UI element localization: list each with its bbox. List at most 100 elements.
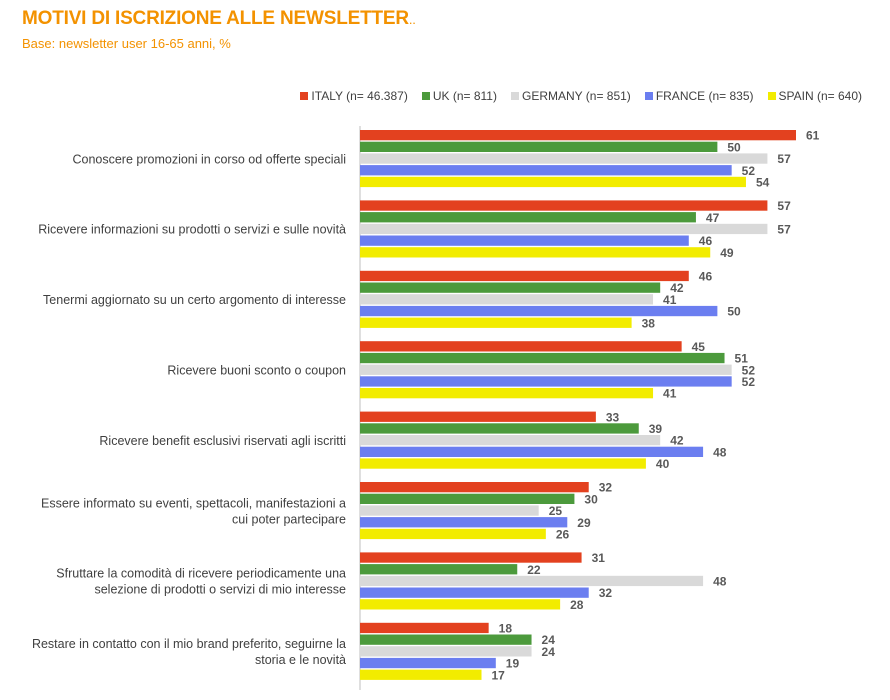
data-label-4-4: 40 xyxy=(656,457,670,471)
chart-title: MOTIVI DI ISCRIZIONE ALLE NEWSLETTER.. xyxy=(22,8,416,30)
bar-5-4 xyxy=(360,528,546,540)
category-label-line: Ricevere informazioni su prodotti o serv… xyxy=(38,223,346,237)
category-label-3: Ricevere buoni sconto o coupon xyxy=(167,363,346,377)
bar-5-3 xyxy=(360,517,568,528)
data-label-5-4: 26 xyxy=(556,527,570,541)
bar-6-3 xyxy=(360,587,589,598)
data-label-5-1: 30 xyxy=(584,492,598,506)
data-label-3-3: 52 xyxy=(742,375,756,389)
bar-5-0 xyxy=(360,482,589,493)
data-label-7-0: 18 xyxy=(499,621,513,635)
bar-6-0 xyxy=(360,552,582,563)
bar-0-2 xyxy=(360,153,768,164)
bar-7-3 xyxy=(360,657,496,669)
category-label-line: Ricevere benefit esclusivi riservati agl… xyxy=(99,434,346,448)
legend-item-0: ITALY (n= 46.387) xyxy=(300,89,408,103)
bar-5-1 xyxy=(360,493,575,504)
bar-0-4 xyxy=(360,176,746,188)
category-label-line: Tenermi aggiornato su un certo argomento… xyxy=(43,293,346,307)
data-label-5-2: 25 xyxy=(549,504,563,518)
category-label-line: storia e le novità xyxy=(255,653,346,667)
legend-item-4: SPAIN (n= 640) xyxy=(767,89,862,103)
chart-subtitle: Base: newsletter user 16-65 anni, % xyxy=(22,36,231,51)
data-label-3-4: 41 xyxy=(663,387,677,401)
bar-7-2 xyxy=(360,646,532,657)
category-label-line: Sfruttare la comodità di ricevere period… xyxy=(56,567,346,581)
bar-0-0 xyxy=(360,130,796,141)
legend-label: ITALY (n= 46.387) xyxy=(311,89,408,103)
category-label-line: Conoscere promozioni in corso od offerte… xyxy=(72,152,346,166)
data-label-2-0: 46 xyxy=(699,269,713,283)
data-label-1-2: 57 xyxy=(777,222,791,236)
data-label-3-1: 51 xyxy=(735,352,749,366)
data-label-7-3: 19 xyxy=(506,657,520,671)
bar-1-3 xyxy=(360,235,689,246)
category-label-line: cui poter partecipare xyxy=(232,512,346,526)
legend-label: GERMANY (n= 851) xyxy=(521,89,631,103)
data-label-4-0: 33 xyxy=(606,410,620,424)
category-label-line: Essere informato su eventi, spettacoli, … xyxy=(41,496,346,510)
legend-swatch xyxy=(510,92,519,100)
bar-4-3 xyxy=(360,446,704,457)
bar-4-0 xyxy=(360,411,596,422)
legend-label: SPAIN (n= 640) xyxy=(778,89,862,103)
data-label-2-3: 50 xyxy=(727,305,741,319)
data-label-6-3: 32 xyxy=(599,586,613,600)
legend-swatch xyxy=(644,92,653,100)
data-label-0-0: 61 xyxy=(806,129,820,143)
data-label-6-2: 48 xyxy=(713,574,727,588)
data-label-7-4: 17 xyxy=(492,668,506,682)
data-label-4-1: 39 xyxy=(649,422,663,436)
data-label-3-2: 52 xyxy=(742,363,756,377)
bar-3-3 xyxy=(360,376,732,387)
category-label-0: Conoscere promozioni in corso od offerte… xyxy=(72,152,346,166)
data-label-6-4: 28 xyxy=(570,598,584,612)
data-label-7-1: 24 xyxy=(542,633,556,647)
bar-2-2 xyxy=(360,294,654,305)
chart-title-text: MOTIVI DI ISCRIZIONE ALLE NEWSLETTER xyxy=(22,8,409,29)
bar-4-1 xyxy=(360,423,639,434)
category-label-4: Ricevere benefit esclusivi riservati agl… xyxy=(99,434,346,448)
data-label-1-0: 57 xyxy=(777,199,791,213)
data-label-2-1: 42 xyxy=(670,281,684,295)
data-label-4-2: 42 xyxy=(670,434,684,448)
data-label-0-3: 52 xyxy=(742,164,756,178)
category-label-2: Tenermi aggiornato su un certo argomento… xyxy=(43,293,346,307)
bar-1-2 xyxy=(360,223,768,235)
chart-legend: ITALY (n= 46.387) UK (n= 811) GERMANY (n= … xyxy=(300,89,862,103)
data-label-1-1: 47 xyxy=(706,211,720,225)
bar-1-1 xyxy=(360,212,696,223)
bar-7-1 xyxy=(360,634,532,645)
data-label-1-3: 46 xyxy=(699,234,713,248)
category-label-line: Restare in contatto con il mio brand pre… xyxy=(32,637,346,651)
bar-4-4 xyxy=(360,458,646,469)
data-label-1-4: 49 xyxy=(720,246,734,260)
bar-6-2 xyxy=(360,575,704,587)
bar-1-4 xyxy=(360,247,711,258)
data-label-7-2: 24 xyxy=(542,645,556,659)
data-label-2-2: 41 xyxy=(663,293,677,307)
legend-item-1: UK (n= 811) xyxy=(421,89,497,103)
category-label-6: Sfruttare la comodità di ricevere period… xyxy=(56,567,346,597)
chart-title-suffix: .. xyxy=(408,12,416,27)
bar-2-1 xyxy=(360,282,661,293)
bar-2-3 xyxy=(360,305,718,317)
category-label-line: Ricevere buoni sconto o coupon xyxy=(167,363,346,377)
data-label-6-0: 31 xyxy=(592,551,606,565)
legend-swatch xyxy=(300,92,309,100)
bar-0-1 xyxy=(360,141,718,152)
category-label-7: Restare in contatto con il mio brand pre… xyxy=(32,637,346,667)
data-label-5-0: 32 xyxy=(599,481,613,495)
legend-label: FRANCE (n= 835) xyxy=(655,89,754,103)
category-label-1: Ricevere informazioni su prodotti o serv… xyxy=(38,223,346,237)
bar-7-4 xyxy=(360,669,482,680)
category-label-5: Essere informato su eventi, spettacoli, … xyxy=(41,496,346,526)
data-label-2-4: 38 xyxy=(642,316,656,330)
data-label-4-3: 48 xyxy=(713,445,727,459)
bar-3-2 xyxy=(360,364,732,375)
bar-4-2 xyxy=(360,435,661,446)
bar-6-1 xyxy=(360,564,518,575)
legend-item-2: GERMANY (n= 851) xyxy=(510,89,631,103)
bar-5-2 xyxy=(360,505,539,516)
